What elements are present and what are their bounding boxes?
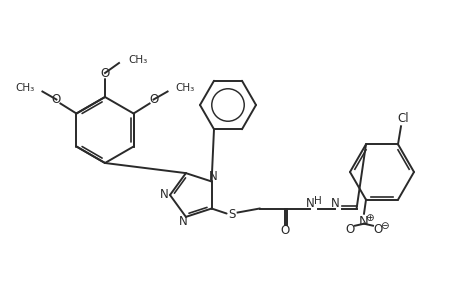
- Text: N: N: [330, 197, 339, 210]
- Text: ⊖: ⊖: [379, 221, 387, 231]
- Text: S: S: [227, 208, 235, 221]
- Text: O: O: [373, 223, 382, 236]
- Text: N: N: [178, 215, 187, 228]
- Text: N: N: [358, 215, 368, 228]
- Text: O: O: [100, 67, 109, 80]
- Text: N: N: [159, 188, 168, 202]
- Text: CH₃: CH₃: [128, 55, 147, 65]
- Text: CH₃: CH₃: [15, 82, 34, 92]
- Text: O: O: [280, 224, 289, 237]
- Text: Cl: Cl: [396, 112, 408, 125]
- Text: ⊕: ⊕: [364, 213, 373, 223]
- Text: O: O: [52, 93, 61, 106]
- Text: O: O: [345, 223, 354, 236]
- Text: N: N: [209, 170, 218, 183]
- Text: CH₃: CH₃: [175, 82, 195, 92]
- Text: N: N: [306, 197, 314, 210]
- Text: H: H: [313, 196, 321, 206]
- Text: O: O: [149, 93, 158, 106]
